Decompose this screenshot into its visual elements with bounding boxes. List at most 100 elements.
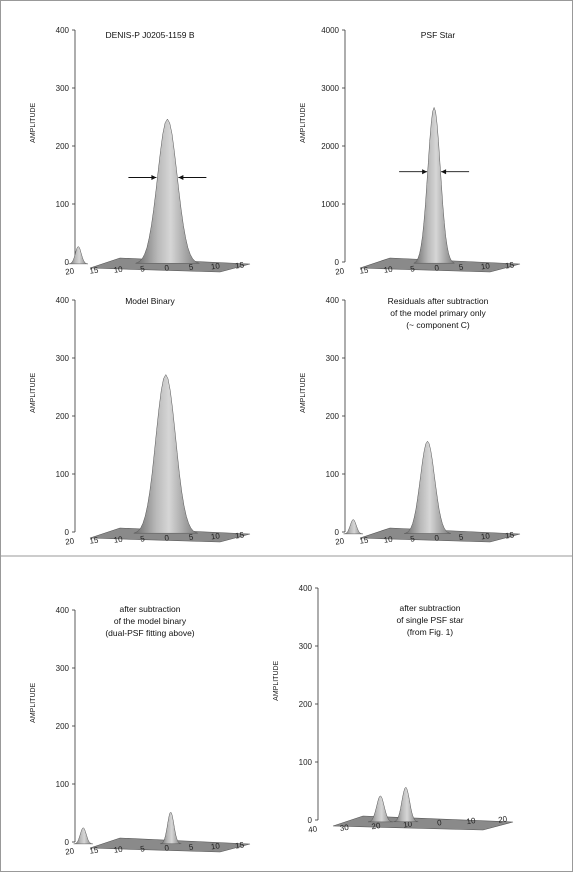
- x-tick-label: 15: [359, 536, 370, 546]
- x-tick-label: 5: [188, 532, 194, 542]
- surface-base-plane: [359, 527, 521, 543]
- y-tick-label: 300: [299, 642, 313, 651]
- panel-title: Model Binary: [125, 296, 175, 306]
- y-tick-label: 4000: [321, 26, 339, 35]
- panel-title: (dual-PSF fitting above): [105, 628, 194, 638]
- x-tick-label: 10: [466, 816, 477, 826]
- x-tick-label: 5: [410, 534, 416, 544]
- x-tick-label: 10: [403, 819, 414, 829]
- y-tick-label: 100: [326, 470, 340, 479]
- x-tick-label: 5: [410, 264, 416, 274]
- panel-title: Residuals after subtraction: [388, 296, 489, 306]
- y-tick-label: 0: [65, 528, 70, 537]
- panel-title: PSF Star: [421, 30, 456, 40]
- y-tick-label: 3000: [321, 84, 339, 93]
- y-axis-label: AMPLITUDE: [30, 102, 37, 142]
- x-tick-label: 15: [505, 530, 516, 540]
- y-tick-label: 100: [56, 780, 70, 789]
- surface-peak: [135, 118, 200, 264]
- x-tick-label: 20: [65, 266, 76, 276]
- x-tick-label: 20: [371, 821, 382, 831]
- x-tick-label: 20: [335, 266, 346, 276]
- x-tick-label: 10: [210, 531, 221, 541]
- y-tick-label: 100: [56, 470, 70, 479]
- y-tick-label: 0: [335, 528, 340, 537]
- surface-peak: [412, 106, 456, 264]
- x-tick-label: 5: [188, 842, 194, 852]
- surface-base-plane: [89, 257, 251, 273]
- fwhm-arrowhead-right: [178, 175, 184, 180]
- surface-base-plane: [359, 257, 521, 273]
- surface-peak: [133, 373, 198, 534]
- x-tick-label: 0: [164, 843, 170, 853]
- surface-peak: [160, 811, 182, 845]
- x-tick-label: 20: [335, 536, 346, 546]
- y-axis-label: AMPLITUDE: [30, 372, 37, 412]
- x-tick-label: 20: [65, 536, 76, 546]
- x-tick-label: 10: [480, 261, 491, 271]
- y-tick-label: 200: [299, 700, 313, 709]
- y-tick-label: 300: [326, 354, 340, 363]
- x-tick-label: 0: [434, 263, 440, 273]
- y-tick-label: 400: [56, 26, 70, 35]
- y-tick-label: 0: [65, 258, 70, 267]
- y-tick-label: 0: [65, 838, 70, 847]
- x-tick-label: 0: [164, 263, 170, 273]
- y-tick-label: 200: [56, 142, 70, 151]
- fwhm-arrowhead-left: [422, 169, 428, 175]
- surface-panel-1: 0 100 200 300 400 AMPLITUDE 20 15 10 5 0 5 10 15 DENIS…: [30, 26, 251, 277]
- surface-base-plane: [89, 527, 251, 543]
- surface-base-plane: [332, 815, 514, 831]
- surface-peak: [343, 519, 363, 535]
- panel-title: after subtraction: [120, 604, 181, 614]
- surface-panel-5: 0 100 200 300 400 AMPLITUDE 20 15 10 5 0 5 10 15 after…: [30, 604, 251, 857]
- y-tick-label: 300: [56, 84, 70, 93]
- x-tick-label: 15: [235, 260, 246, 270]
- surface-panel-2: 0 1000 2000 3000 4000 AMPLITUDE 20 15 10 5 0 5 10 15 P…: [300, 26, 521, 277]
- y-tick-label: 2000: [321, 142, 339, 151]
- y-axis-label: AMPLITUDE: [273, 660, 280, 700]
- x-tick-label: 5: [458, 262, 464, 272]
- y-tick-label: 400: [326, 296, 340, 305]
- surface-panel-4: 0 100 200 300 400 AMPLITUDE 20 15 10 5 0 5 10 15 Resid…: [300, 296, 521, 547]
- y-tick-label: 200: [56, 722, 70, 731]
- x-tick-label: 15: [89, 846, 100, 856]
- x-tick-label: 10: [113, 845, 124, 855]
- x-tick-label: 10: [383, 535, 394, 545]
- surface-peak: [393, 786, 419, 823]
- panel-title: of the model primary only: [390, 308, 486, 318]
- x-tick-label: 15: [359, 266, 370, 276]
- x-tick-label: 15: [235, 530, 246, 540]
- x-tick-label: 10: [113, 265, 124, 275]
- panel-title: (~ component C): [406, 320, 470, 330]
- y-tick-label: 0: [335, 258, 340, 267]
- y-tick-label: 400: [56, 296, 70, 305]
- x-tick-label: 0: [434, 533, 440, 543]
- surface-panel-3: 0 100 200 300 400 AMPLITUDE 20 15 10 5 0 5 10 15 Model…: [30, 296, 251, 547]
- y-tick-label: 300: [56, 664, 70, 673]
- fwhm-arrowhead-left: [151, 175, 157, 180]
- x-tick-label: 20: [65, 846, 76, 856]
- x-tick-label: 10: [113, 535, 124, 545]
- y-axis-label: AMPLITUDE: [300, 372, 307, 412]
- y-axis-label: AMPLITUDE: [300, 102, 307, 142]
- x-tick-label: 15: [89, 266, 100, 276]
- panel-title: after subtraction: [400, 603, 461, 613]
- x-tick-label: 10: [383, 265, 394, 275]
- x-tick-label: 5: [140, 264, 146, 274]
- surface-peak: [68, 246, 88, 265]
- surface-peak: [73, 827, 93, 845]
- panel-title: of single PSF star: [396, 615, 463, 625]
- x-tick-label: 10: [210, 261, 221, 271]
- x-tick-label: 20: [498, 814, 509, 824]
- panel-title: DENIS-P J0205-1159 B: [106, 30, 195, 40]
- x-tick-label: 10: [480, 531, 491, 541]
- x-tick-label: 15: [505, 260, 516, 270]
- y-tick-label: 1000: [321, 200, 339, 209]
- x-tick-label: 15: [235, 840, 246, 850]
- y-tick-label: 200: [56, 412, 70, 421]
- surface-peak: [367, 795, 393, 823]
